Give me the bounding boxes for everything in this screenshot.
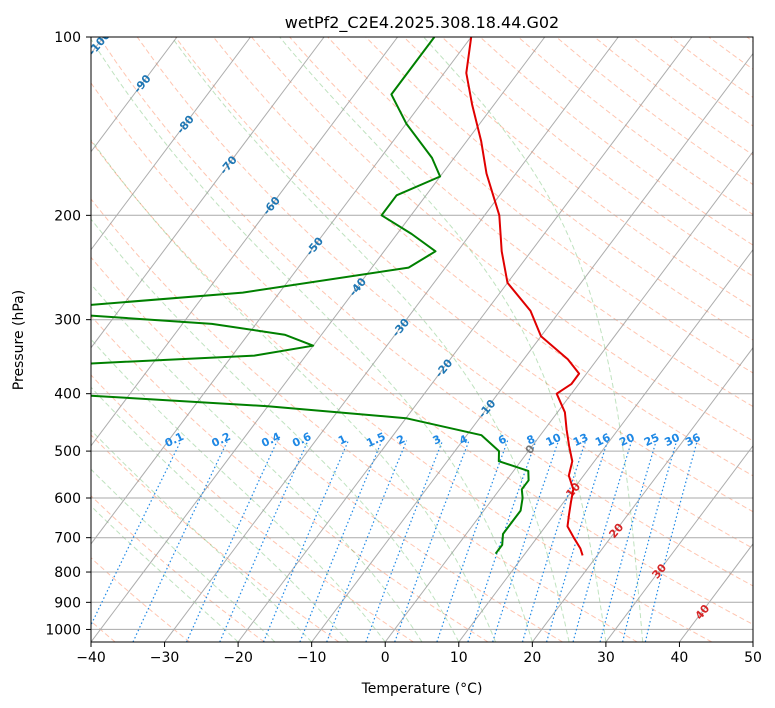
moist-adiabat <box>91 468 276 642</box>
mixing-ratio-label: 36 <box>683 431 703 449</box>
y-tick-label: 700 <box>54 531 81 547</box>
isotherm-line <box>91 37 399 447</box>
isotherm-line <box>605 445 753 642</box>
mixing-ratio-line <box>394 440 470 642</box>
x-axis: −40 −30 −20 −10 0 10 20 30 40 50 <box>76 642 762 666</box>
mixing-ratio-line <box>546 440 609 642</box>
mixing-ratio-line <box>91 440 182 627</box>
y-axis: 100 200 300 400 500 600 700 800 900 1000 <box>45 30 91 638</box>
moist-adiabat <box>91 283 423 642</box>
dry-adiabat <box>91 495 265 642</box>
isotherm-line <box>311 52 753 642</box>
dry-adiabat <box>98 37 753 587</box>
dry-adiabat <box>365 37 753 341</box>
mixing-ratio-line <box>186 440 278 642</box>
mixing-ratio-label: 13 <box>571 431 590 449</box>
mixing-ratio-line <box>572 440 633 642</box>
temperature-line <box>465 37 584 556</box>
moist-adiabat <box>423 37 644 642</box>
x-tick-label: 10 <box>450 650 468 666</box>
isotherm-line <box>384 150 753 642</box>
mixing-ratio-label: 16 <box>593 431 613 449</box>
moist-adiabat <box>279 37 607 642</box>
y-tick-label: 200 <box>54 208 81 224</box>
x-tick-label: 20 <box>523 650 541 666</box>
isotherm-line <box>531 346 753 642</box>
y-tick-label: 300 <box>54 313 81 329</box>
x-tick-label: 0 <box>381 650 390 666</box>
x-axis-label: Temperature (°C) <box>361 681 483 697</box>
x-tick-label: 40 <box>671 650 689 666</box>
mixing-ratio-line <box>521 440 587 642</box>
x-tick-label: 50 <box>744 650 762 666</box>
dry-adiabat <box>91 315 489 642</box>
moist-adiabat <box>91 386 349 642</box>
y-tick-label: 800 <box>54 565 81 581</box>
mixing-ratio-label: 30 <box>662 431 682 449</box>
y-axis-label: Pressure (hPa) <box>11 290 27 390</box>
dry-adiabat <box>91 82 753 625</box>
mixing-ratio-line <box>599 440 657 642</box>
x-tick-label: −30 <box>150 650 180 666</box>
dry-adiabat <box>91 434 340 642</box>
mixing-ratio-label: 25 <box>642 431 661 449</box>
dry-adiabat <box>91 557 191 642</box>
x-tick-label: −40 <box>76 650 106 666</box>
moist-adiabat <box>91 218 460 642</box>
y-tick-label: 600 <box>54 491 81 507</box>
mixing-ratio-line <box>436 440 509 642</box>
isotherm-line <box>91 37 251 251</box>
dry-adiabat <box>327 37 753 374</box>
moist-adiabat <box>91 38 533 642</box>
series-lines <box>91 37 584 556</box>
chart-title: wetPf2_C2E4.2025.308.18.44.G02 <box>285 13 559 33</box>
y-tick-label: 100 <box>54 30 81 46</box>
isotherm-line <box>91 37 325 349</box>
mixing-ratio-line <box>622 440 678 642</box>
x-tick-label: −20 <box>223 650 253 666</box>
dry-adiabat <box>213 37 753 477</box>
mixing-ratio-label: 20 <box>617 431 637 449</box>
plot-background <box>91 37 753 642</box>
y-tick-label: 900 <box>54 595 81 611</box>
y-tick-label: 500 <box>54 444 81 460</box>
mixing-ratio-line <box>644 440 698 642</box>
dry-adiabat <box>174 37 753 513</box>
isotherm-line <box>458 248 753 642</box>
isotherm-line <box>237 37 693 642</box>
isotherm-line <box>91 37 546 642</box>
x-tick-label: −10 <box>297 650 327 666</box>
mixing-ratio-line <box>262 440 349 642</box>
dry-adiabat <box>91 140 713 642</box>
mixing-ratio-line <box>219 440 309 642</box>
y-tick-label: 400 <box>54 387 81 403</box>
mixing-ratio-label: 10 <box>544 431 564 449</box>
isotherm-line <box>91 37 472 545</box>
moist-adiabat <box>91 138 497 642</box>
isotherm-line <box>91 37 178 153</box>
dewpoint-line <box>91 37 530 555</box>
x-tick-label: 30 <box>597 650 615 666</box>
plot-frame <box>90 36 754 643</box>
dry-adiabat <box>91 198 638 642</box>
dry-adiabat <box>91 256 563 642</box>
y-tick-label: 1000 <box>45 622 81 638</box>
isotherm-line <box>164 37 619 642</box>
mixing-ratio-line <box>492 440 560 642</box>
